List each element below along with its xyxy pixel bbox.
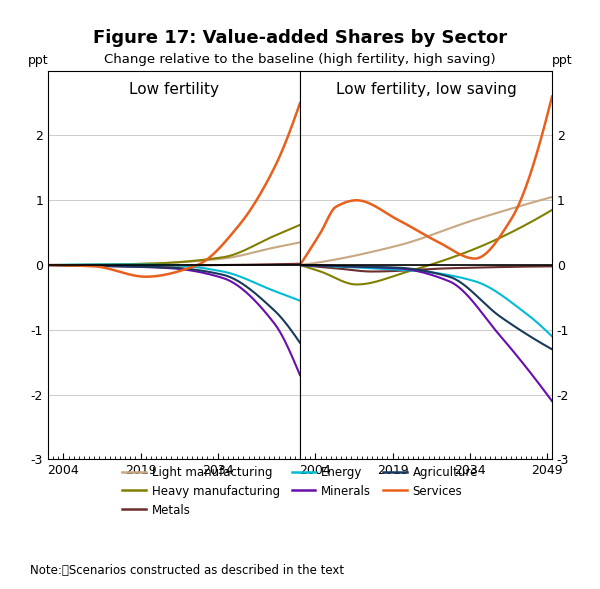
- Text: Low fertility, low saving: Low fertility, low saving: [335, 82, 517, 97]
- Legend: Light manufacturing, Heavy manufacturing, Metals, Energy, Minerals, Agriculture,: Light manufacturing, Heavy manufacturing…: [118, 461, 482, 521]
- Text: ppt: ppt: [551, 54, 572, 67]
- Text: ppt: ppt: [28, 54, 49, 67]
- Text: Figure 17: Value-added Shares by Sector: Figure 17: Value-added Shares by Sector: [93, 29, 507, 48]
- Text: Change relative to the baseline (high fertility, high saving): Change relative to the baseline (high fe…: [104, 53, 496, 66]
- Text: Note:	Scenarios constructed as described in the text: Note: Scenarios constructed as described…: [30, 564, 344, 577]
- Text: Low fertility: Low fertility: [129, 82, 219, 97]
